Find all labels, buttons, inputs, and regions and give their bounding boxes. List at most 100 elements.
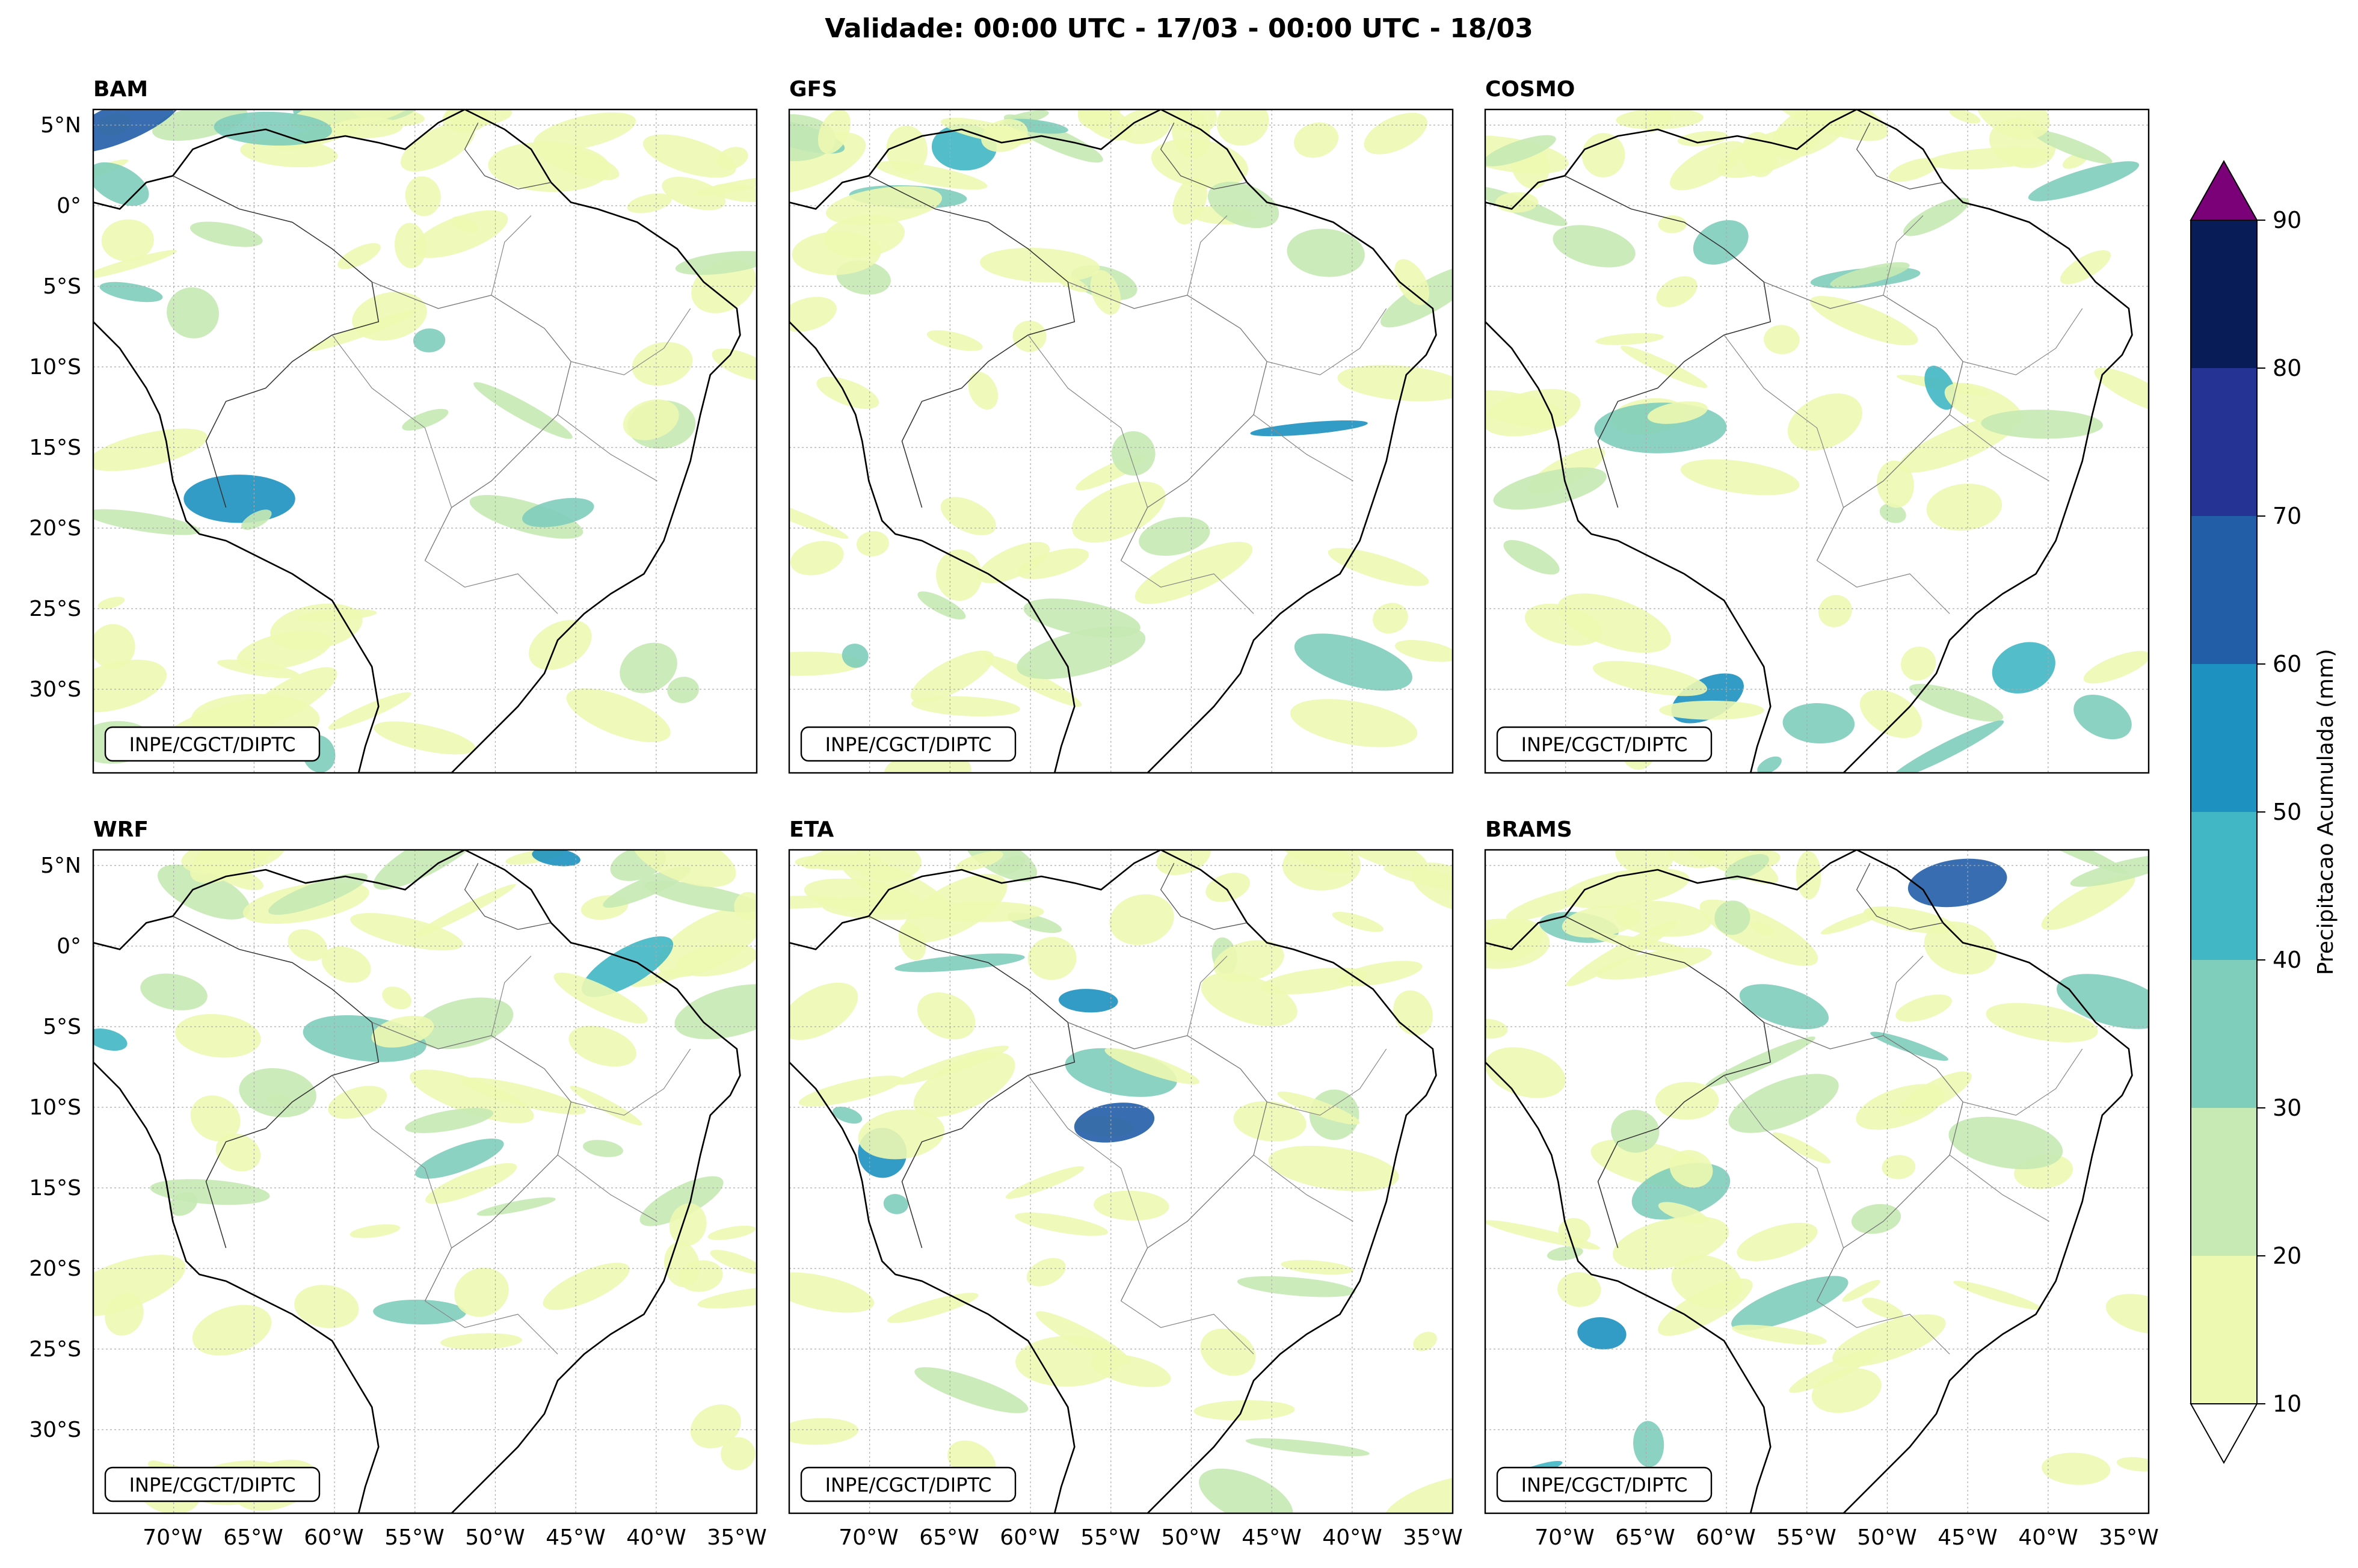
precip-area (1005, 1166, 1085, 1199)
lon-tick-label: 40°W (2018, 1525, 2078, 1550)
precip-area (183, 475, 295, 523)
precip-area (371, 1015, 434, 1048)
precip-area (1026, 1258, 1066, 1287)
precip-area (1714, 900, 1750, 935)
colorbar-segment (2191, 1108, 2257, 1256)
precip-area (1216, 109, 1269, 146)
precip-area (1577, 1317, 1627, 1350)
precip-area (690, 1404, 741, 1449)
precip-area (93, 109, 182, 153)
precip-area (1090, 270, 1121, 315)
precip-area (1413, 1332, 1437, 1351)
precip-area (894, 953, 1025, 973)
precip-area (1862, 1297, 1904, 1320)
precip-area (968, 372, 999, 410)
precip-area (1566, 920, 1678, 986)
precip-area (190, 1095, 241, 1142)
precip-area (415, 1139, 504, 1179)
precip-area (566, 688, 671, 742)
lat-tick-label: 0° (57, 934, 81, 959)
panel-grid: BAM INPE/CGCT/DIPTC 5°N 0° 5°S 10°S 15°S 20°S 25… (29, 77, 2158, 1550)
lat-tick-label: 5°S (43, 274, 81, 299)
lon-tick-label: 45°W (1938, 1525, 1997, 1550)
precip-area (451, 216, 478, 233)
precip-area (789, 114, 836, 161)
colorbar-tick-label: 20 (2273, 1243, 2301, 1269)
precip-area (1898, 1071, 1972, 1116)
map-panel-cosmo: COSMO INPE/CGCT/DIPTC (1484, 77, 2150, 774)
precip-area (2042, 1453, 2111, 1485)
precip-area (1809, 296, 1918, 346)
precip-area (167, 287, 219, 339)
lon-tick-label: 65°W (919, 1525, 979, 1550)
precip-area (620, 642, 677, 693)
precip-area (1642, 109, 1672, 132)
precip-area (1851, 1204, 1901, 1234)
precip-area (631, 850, 736, 887)
precip-area (1557, 1271, 1601, 1307)
lon-tick-label: 60°W (304, 1525, 363, 1550)
precip-area (1782, 703, 1855, 744)
precip-area (981, 118, 1028, 152)
lat-tick-label: 5°S (43, 1015, 81, 1039)
precip-area (1503, 540, 1560, 575)
precip-area (2056, 974, 2149, 1029)
precip-area (1668, 850, 1725, 869)
precip-area (1895, 994, 1953, 1022)
precip-area (1151, 138, 1248, 188)
precip-area (1172, 177, 1207, 224)
precip-area (374, 721, 476, 755)
precip-area (1562, 905, 1641, 938)
precip-area (1233, 1101, 1307, 1142)
precip-area (350, 913, 463, 951)
map-panel-eta: ETA INPE/CGCT/DIPTC 70°W 65°W 60°W 55°W 50°W 45… (788, 817, 1463, 1550)
lon-tick-label: 70°W (143, 1525, 202, 1550)
precip-area (373, 850, 487, 890)
precip-area (1879, 503, 1906, 523)
precip-area (789, 494, 849, 539)
precip-area (1656, 276, 1698, 307)
precip-area (1789, 1347, 1881, 1393)
colorbar-tick-label: 60 (2273, 651, 2301, 677)
lat-tick-label: 25°S (29, 1337, 81, 1362)
precip-area (270, 603, 363, 650)
precip-area (1669, 1150, 1713, 1188)
credit-text: INPE/CGCT/DIPTC (825, 733, 992, 756)
precip-area (1898, 416, 2018, 473)
precip-area (1907, 858, 2007, 908)
precip-area (140, 973, 208, 1010)
precip-area (241, 509, 272, 530)
precip-area (644, 881, 757, 912)
precip-area (1012, 320, 1047, 352)
precip-area (1017, 626, 1146, 680)
precip-area (667, 677, 699, 703)
precip-area (189, 221, 263, 247)
map-frame (1484, 108, 2150, 774)
precip-area (789, 297, 837, 332)
precip-area (2073, 695, 2132, 740)
precip-area (1773, 1132, 1831, 1164)
precip-area (1677, 131, 1729, 146)
credit-text: INPE/CGCT/DIPTC (129, 1474, 296, 1496)
precip-area (1290, 699, 1418, 748)
precip-area (1074, 1102, 1155, 1143)
lon-tick-label: 55°W (1776, 1525, 1836, 1550)
lon-tick-label: 35°W (2099, 1525, 2158, 1550)
credit-text: INPE/CGCT/DIPTC (825, 1474, 992, 1496)
precip-area (1611, 1110, 1660, 1153)
colorbar: 10 20 30 40 50 60 70 80 90 Precipitacao Acumulada… (2190, 159, 2338, 1465)
precip-area (697, 1286, 757, 1309)
lat-tick-label: 30°S (29, 1418, 81, 1442)
precip-area (940, 497, 996, 535)
colorbar-tick-label: 30 (2273, 1095, 2301, 1121)
precip-area (883, 1194, 908, 1214)
credit-box: INPE/CGCT/DIPTC (800, 726, 1017, 762)
precip-area (1876, 460, 1914, 508)
precip-area (215, 1133, 261, 1172)
panel-title: WRF (93, 817, 149, 842)
credit-box: INPE/CGCT/DIPTC (1496, 726, 1713, 762)
colorbar-tick-label: 10 (2273, 1391, 2301, 1417)
precip-area (1077, 109, 1121, 130)
precip-area (789, 1272, 875, 1313)
